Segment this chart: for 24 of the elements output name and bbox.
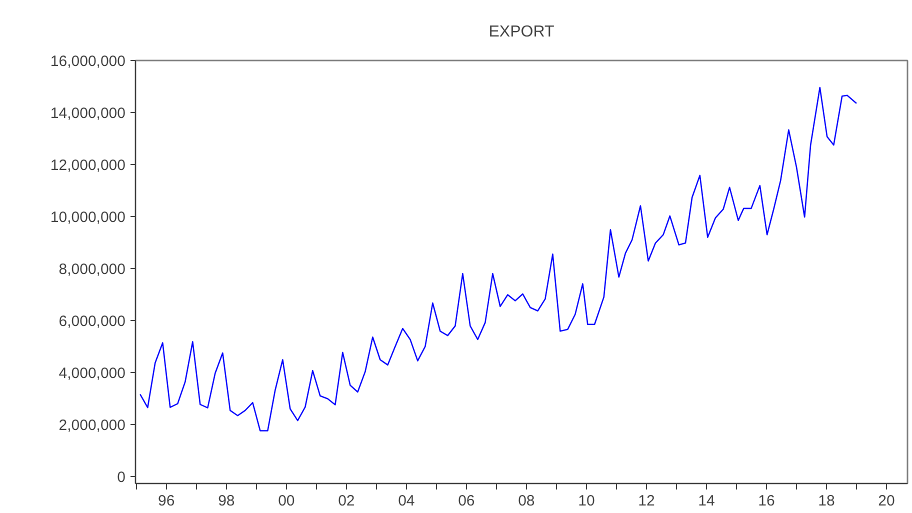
y-tick-label: 10,000,000 (50, 208, 126, 226)
x-tick-label: 10 (578, 492, 595, 510)
x-tick-label: 00 (278, 492, 295, 510)
x-tick-label: 18 (818, 492, 835, 510)
x-tick-label: 08 (518, 492, 535, 510)
y-tick-label: 8,000,000 (58, 260, 126, 278)
line-series (140, 86, 858, 432)
chart-title: EXPORT (488, 24, 554, 40)
y-tick-label: 14,000,000 (50, 105, 126, 122)
x-tick-label: 04 (398, 492, 415, 510)
x-tick-label: 02 (338, 492, 355, 510)
x-tick-label: 12 (638, 492, 655, 510)
y-tick-label: 0 (117, 468, 126, 486)
y-tick-label: 16,000,000 (50, 53, 126, 70)
y-tick-label: 6,000,000 (58, 312, 126, 330)
y-tick-label: 2,000,000 (58, 416, 126, 434)
y-tick-label: 4,000,000 (58, 364, 126, 382)
x-tick-label: 16 (758, 492, 775, 510)
x-tick-label: 20 (878, 492, 895, 510)
x-tick-label: 14 (698, 492, 715, 510)
y-tick-label: 12,000,000 (50, 156, 126, 174)
x-tick-label: 06 (458, 492, 475, 510)
x-tick-label: 96 (158, 492, 175, 510)
x-tick-label: 98 (218, 492, 235, 510)
